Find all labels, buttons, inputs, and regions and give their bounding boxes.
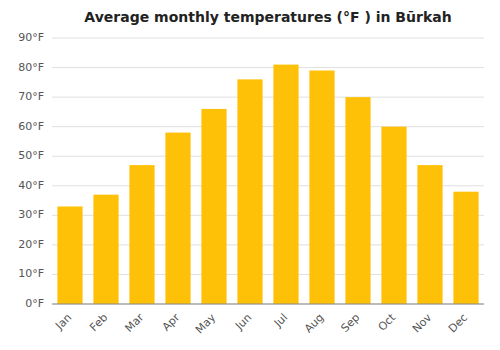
grid-line: [52, 97, 484, 98]
y-tick-label: 10°F: [18, 267, 44, 280]
bar: [453, 192, 478, 304]
x-tick-label: Jun: [232, 311, 254, 333]
bar: [129, 165, 154, 304]
y-axis: 0°F 10°F 20°F 30°F 40°F 50°F 60°F 70°F 80°F 90°F: [18, 31, 44, 310]
x-tick-label: Jul: [271, 311, 290, 330]
bars: [57, 65, 478, 304]
x-axis-line: [52, 304, 484, 305]
y-grid: [52, 38, 484, 304]
x-tick-label: Apr: [160, 311, 183, 334]
y-tick-label: 80°F: [18, 61, 44, 74]
x-tick-label: Dec: [446, 311, 470, 335]
chart: Average monthly temperatures (°F ) in Bū…: [0, 0, 500, 350]
y-tick-label: 90°F: [18, 31, 44, 44]
bar: [345, 97, 370, 304]
bar: [417, 165, 442, 304]
title: Average monthly temperatures (°F ) in Bū…: [84, 9, 451, 25]
x-tick-label: May: [193, 311, 219, 337]
x-tick-label: Sep: [338, 311, 362, 335]
y-tick-label: 60°F: [18, 120, 44, 133]
x-tick-label: Mar: [122, 311, 146, 335]
x-axis: Jan Feb Mar Apr May Jun Jul Aug Sep Oct Nov Dec: [52, 304, 484, 336]
bar: [309, 71, 334, 304]
x-tick-label: Jan: [52, 311, 74, 333]
bar: [237, 79, 262, 304]
x-tick-label: Oct: [376, 311, 399, 334]
y-tick-label: 50°F: [18, 149, 44, 162]
x-tick-label: Aug: [302, 311, 326, 335]
grid-line: [52, 304, 484, 305]
bar: [381, 127, 406, 304]
bar: [273, 65, 298, 304]
page: {"chart_data": {"type": "bar", "title": …: [0, 0, 500, 350]
y-tick-label: 0°F: [25, 297, 44, 310]
x-tick-label: Feb: [87, 311, 110, 334]
bar: [201, 109, 226, 304]
grid-line: [52, 67, 484, 68]
y-tick-label: 40°F: [18, 179, 44, 192]
y-tick-label: 20°F: [18, 238, 44, 251]
x-tick-label: Nov: [410, 311, 435, 336]
bar: [57, 206, 82, 304]
grid-line: [52, 156, 484, 157]
bar: [93, 195, 118, 304]
grid-line: [52, 126, 484, 127]
bar: [165, 133, 190, 304]
y-tick-label: 70°F: [18, 90, 44, 103]
grid-line: [52, 38, 484, 39]
y-tick-label: 30°F: [18, 208, 44, 221]
